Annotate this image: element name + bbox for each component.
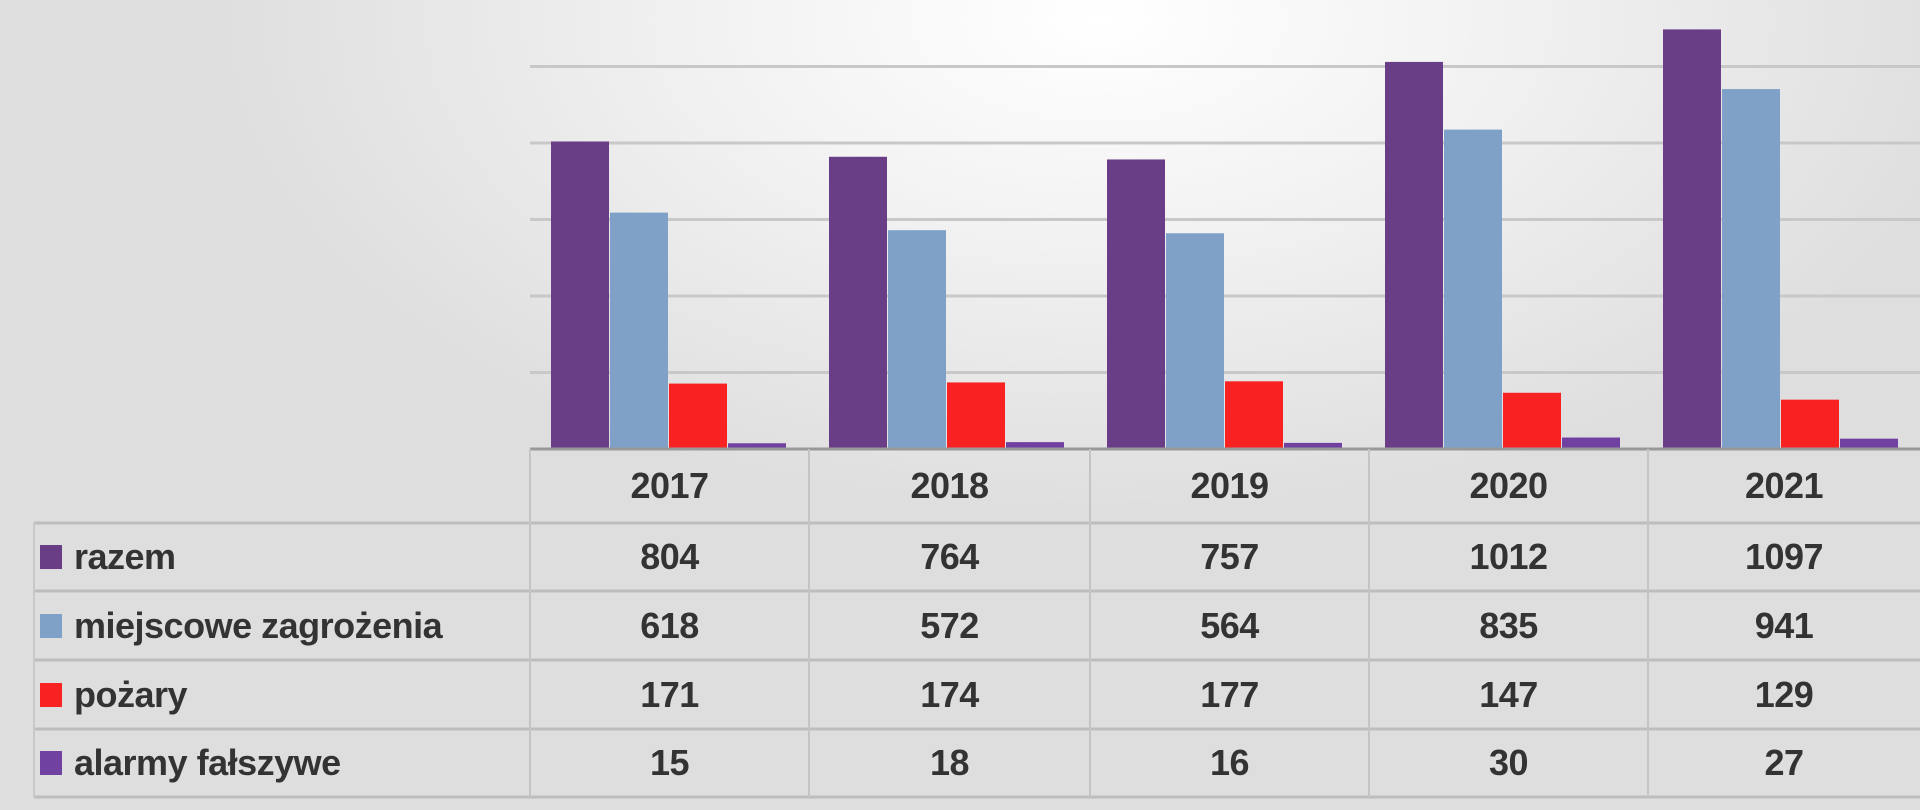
data-value: 30	[1488, 742, 1529, 783]
year-label: 2020	[1469, 465, 1548, 506]
legend-swatch	[40, 545, 62, 569]
bar-2018-0	[829, 156, 887, 449]
legend-1: miejscowe zagrożenia	[34, 591, 536, 660]
data-value: 757	[1200, 536, 1259, 577]
bar-2017-1	[610, 212, 668, 449]
bar-2018-2	[947, 382, 1005, 449]
bar-2017-3	[728, 443, 786, 449]
series-name: alarmy fałszywe	[74, 742, 341, 783]
data-value: 174	[920, 673, 979, 715]
year-label: 2021	[1744, 465, 1824, 506]
series-name: razem	[74, 536, 176, 577]
data-value: 572	[920, 604, 979, 646]
legend-swatch	[40, 682, 62, 707]
bar-2020-1	[1444, 129, 1502, 450]
series-name: pożary	[74, 673, 188, 715]
bar-2021-2	[1781, 399, 1839, 449]
bar-2021-0	[1663, 29, 1721, 450]
data-value: 15	[649, 742, 690, 783]
year-label: 2019	[1190, 465, 1269, 506]
series-name: miejscowe zagrożenia	[74, 604, 443, 646]
data-value: 618	[640, 604, 699, 646]
data-value: 27	[1764, 742, 1804, 783]
bar-2019-2	[1225, 381, 1283, 449]
data-value: 804	[640, 536, 699, 577]
data-value: 941	[1754, 604, 1814, 646]
bar-2021-1	[1722, 89, 1780, 449]
data-value: 16	[1209, 742, 1250, 783]
bar-2019-1	[1166, 233, 1224, 449]
bar-2021-3	[1840, 438, 1898, 449]
bar-2018-1	[888, 230, 946, 449]
data-value: 147	[1479, 673, 1538, 715]
data-value: 129	[1754, 673, 1814, 715]
year-label: 2017	[630, 465, 709, 506]
legend-swatch	[40, 613, 62, 638]
bar-2017-2	[669, 383, 727, 449]
bar-2019-3	[1284, 442, 1342, 449]
bar-2019-0	[1107, 159, 1165, 449]
data-value: 1097	[1744, 536, 1824, 577]
legend-swatch	[40, 751, 62, 775]
data-value: 18	[929, 742, 970, 783]
bar-2020-0	[1385, 61, 1443, 449]
data-value: 177	[1200, 673, 1259, 715]
bar-2018-3	[1006, 442, 1064, 449]
bar-2020-3	[1562, 437, 1620, 449]
legend-2: pożary	[34, 660, 536, 729]
bar-2017-0	[551, 141, 609, 449]
year-label: 2018	[910, 465, 989, 506]
data-value: 764	[920, 536, 979, 577]
data-value: 1012	[1469, 536, 1548, 577]
data-value: 171	[640, 673, 699, 715]
data-value: 835	[1479, 604, 1538, 646]
legend-3: alarmy fałszywe	[34, 729, 536, 797]
legend-0: razem	[34, 523, 536, 591]
bar-2020-2	[1503, 392, 1561, 449]
data-value: 564	[1200, 604, 1259, 646]
